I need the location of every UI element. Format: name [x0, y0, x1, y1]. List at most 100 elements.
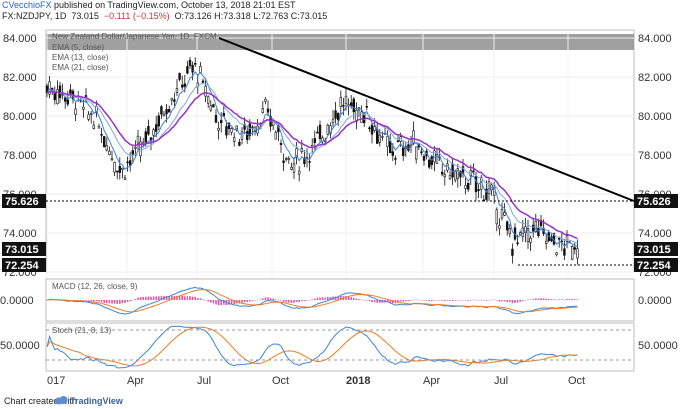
candle-body — [144, 131, 147, 143]
macd-histogram-bar — [457, 300, 459, 301]
candle-body — [388, 140, 392, 154]
macd-histogram-bar — [199, 298, 202, 300]
macd-histogram-bar — [295, 300, 298, 302]
price-label-text: 73.015 — [5, 244, 39, 256]
macd-histogram-bar — [389, 300, 391, 303]
candle-body — [48, 81, 51, 95]
candle-body — [563, 248, 566, 256]
time-tick: Oct — [272, 375, 289, 387]
footer-caption: Chart created with — [4, 396, 78, 406]
macd-histogram-bar — [134, 298, 137, 300]
candle-body — [498, 225, 501, 229]
stoch-tick-right: 50.0000 — [638, 340, 678, 352]
macd-histogram-bar — [418, 299, 420, 301]
candle-body — [136, 135, 140, 144]
candle-body — [326, 124, 329, 135]
candle-body — [201, 80, 205, 83]
macd-histogram-bar — [347, 296, 350, 300]
candle-body — [157, 115, 160, 127]
last-price: 73.015 — [71, 11, 99, 21]
macd-histogram-bar — [241, 300, 243, 303]
footer-bar: Chart created with TradingView — [0, 393, 680, 409]
macd-histogram-bar — [371, 300, 373, 303]
macd-histogram-bar — [519, 300, 521, 302]
macd-histogram-bar — [441, 300, 443, 301]
macd-histogram-bar — [446, 300, 449, 301]
macd-histogram-bar — [103, 300, 105, 303]
macd-histogram-bar — [449, 300, 451, 301]
macd-histogram-bar — [420, 300, 423, 301]
candle-body — [56, 89, 59, 104]
candle-body — [396, 140, 400, 142]
macd-histogram-bar — [230, 300, 233, 305]
descending-trendline[interactable] — [218, 37, 635, 202]
author-link[interactable]: CVecchioFX — [2, 0, 52, 10]
macd-histogram-bar — [360, 299, 363, 301]
candle-body — [100, 134, 103, 136]
candle-body — [422, 155, 426, 161]
macd-histogram-bar — [522, 300, 524, 301]
macd-histogram-bar — [269, 298, 272, 300]
macd-histogram-bar — [186, 296, 189, 300]
candle-body — [352, 98, 355, 113]
candle-body — [529, 237, 532, 243]
macd-histogram-bar — [405, 300, 407, 302]
candle-body — [313, 138, 316, 143]
macd-histogram-bar — [90, 300, 92, 302]
time-tick: Jul — [197, 375, 211, 387]
macd-histogram-bar — [566, 299, 568, 300]
candle-body — [92, 124, 96, 129]
price-label-right-support: 75.626 — [634, 194, 678, 208]
macd-histogram-bar — [540, 298, 542, 300]
candle-body — [526, 228, 530, 242]
macd-histogram-bar — [488, 300, 490, 301]
macd-histogram-bar — [350, 297, 352, 300]
macd-histogram-bar — [93, 300, 95, 302]
candle-body — [129, 160, 132, 166]
candle-body — [474, 176, 478, 193]
candle-body — [331, 118, 335, 124]
price-chart[interactable]: 84.000 84.000 82.000 82.000 80.000 80.000 78.0… — [0, 0, 680, 393]
price-label-right-low: 72.254 — [634, 258, 678, 272]
macd-histogram-bar — [215, 300, 217, 305]
macd-histogram-bar — [126, 300, 129, 302]
macd-histogram-bar — [280, 300, 282, 301]
macd-histogram-bar — [212, 300, 215, 304]
macd-histogram-bar — [345, 296, 347, 300]
candle-body — [368, 127, 371, 130]
candle-body — [303, 157, 306, 165]
macd-histogram-bar — [472, 299, 475, 301]
candle-body — [456, 168, 459, 179]
candle-body — [264, 98, 267, 102]
macd-histogram-bar — [189, 296, 191, 300]
candle-body — [316, 131, 319, 134]
macd-histogram-bar — [558, 299, 560, 300]
macd-histogram-bar — [95, 300, 98, 302]
time-tick: Oct — [568, 375, 585, 387]
candle-body — [477, 189, 480, 191]
footer-brand[interactable]: TradingView — [70, 396, 123, 406]
candle-body — [290, 166, 293, 170]
price-label-left-low: 72.254 — [2, 258, 46, 272]
macd-histogram-bar — [373, 300, 376, 303]
macd-histogram-bar — [470, 300, 472, 301]
macd-histogram-bar — [264, 297, 267, 300]
candle-body — [485, 188, 488, 200]
candle-body — [443, 174, 446, 178]
candle-body — [181, 84, 184, 88]
candle-body — [170, 97, 173, 101]
macd-histogram-bar — [150, 296, 152, 300]
candle-body — [64, 97, 67, 102]
legend-ema-13: EMA (13, close) — [52, 53, 109, 62]
candle-body — [222, 112, 225, 117]
macd-histogram-bar — [568, 298, 571, 300]
time-tick: 2018 — [346, 375, 370, 387]
candle-body — [342, 104, 345, 107]
macd-histogram-bar — [197, 298, 199, 300]
quote-line: FX:NZDJPY, 1D 73.015 −0.111 (−0.15%) O:7… — [2, 11, 327, 22]
time-axis: 017 Apr Jul Oct 2018 Apr Jul Oct — [47, 375, 585, 387]
macd-histogram-bar — [561, 299, 563, 300]
price-tick-right: 80.000 — [638, 111, 672, 123]
macd-histogram-bar — [108, 300, 111, 304]
macd-histogram-bar — [308, 300, 311, 301]
